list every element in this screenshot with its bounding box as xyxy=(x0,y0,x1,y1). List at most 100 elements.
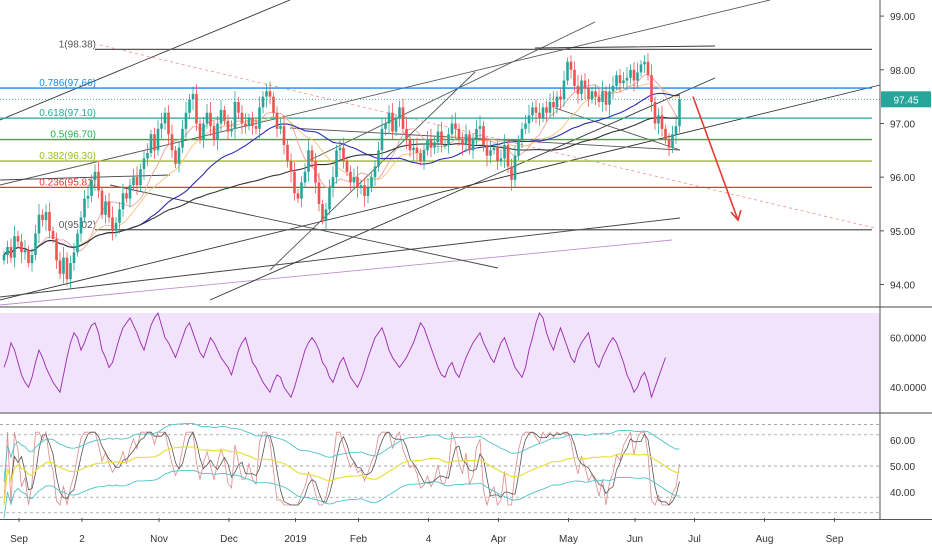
candle-body xyxy=(233,102,237,129)
candle-body xyxy=(440,131,443,145)
candle-body xyxy=(377,150,380,167)
candle-body xyxy=(237,102,240,113)
candle-body xyxy=(307,150,310,172)
candle-body xyxy=(527,115,531,124)
candle-body xyxy=(597,96,601,102)
candle-body xyxy=(646,61,650,76)
time-tick-label: Aug xyxy=(756,534,774,545)
candle-body xyxy=(461,139,464,145)
candle-body xyxy=(16,236,20,242)
candle-body xyxy=(293,171,296,194)
candle-body xyxy=(202,123,205,140)
candle-body xyxy=(328,187,331,210)
time-tick-label: Sep xyxy=(10,534,28,545)
candle-body xyxy=(13,236,16,258)
osc-line xyxy=(3,423,680,482)
time-tick-label: Sep xyxy=(826,534,844,545)
candle-body xyxy=(499,158,503,162)
candle-body xyxy=(331,177,335,188)
candle-body xyxy=(303,171,307,183)
time-tick-label: 4 xyxy=(426,534,432,545)
fib-level-label: 0.5(96.70) xyxy=(50,130,96,141)
candle-body xyxy=(338,147,342,151)
candle-body xyxy=(587,88,590,100)
rsi-pane: 60.0000 40.0000 xyxy=(0,311,927,412)
candle-body xyxy=(569,61,573,70)
candle-body xyxy=(272,96,275,113)
candle-body xyxy=(352,177,356,183)
time-axis: Sep 2 Nov Dec 2019 Feb 4 Apr May Jun Jul Aug Sep xyxy=(10,518,844,545)
candle-body xyxy=(391,112,394,132)
candle-body xyxy=(517,139,520,156)
candle-body xyxy=(664,128,667,140)
candle-body xyxy=(513,155,517,180)
candle-body xyxy=(538,112,541,119)
candle-body xyxy=(188,99,191,113)
candle-body xyxy=(657,115,660,124)
candle-body xyxy=(601,91,604,102)
candle-body xyxy=(209,112,212,127)
candle-body xyxy=(324,209,328,221)
candle-body xyxy=(450,123,454,135)
candle-body xyxy=(20,241,23,253)
candle-body xyxy=(618,75,622,84)
candle-body xyxy=(562,80,566,100)
candle-body xyxy=(65,257,69,280)
candle-body xyxy=(401,107,405,129)
candle-body xyxy=(167,112,170,135)
candle-body xyxy=(667,139,671,148)
candle-body xyxy=(342,147,345,162)
candle-body xyxy=(177,147,181,164)
candle-body xyxy=(69,263,72,280)
rsi-line xyxy=(3,311,666,399)
osc-line xyxy=(3,469,680,519)
osc-line xyxy=(3,431,680,506)
candle-body xyxy=(27,249,30,264)
candle-body xyxy=(174,150,177,164)
candle-body xyxy=(468,134,471,151)
time-tick-label: Jun xyxy=(627,534,643,545)
candle-body xyxy=(548,102,552,113)
projection-arrow xyxy=(692,96,739,221)
candle-body xyxy=(370,177,373,188)
candle-body xyxy=(415,147,419,153)
candle-body xyxy=(79,217,83,234)
candle-body xyxy=(412,147,415,151)
candle-body xyxy=(310,150,314,162)
candle-body xyxy=(48,212,51,231)
candle-body xyxy=(366,187,370,196)
candle-body xyxy=(156,128,160,151)
candle-body xyxy=(2,255,6,261)
candle-body xyxy=(580,80,583,94)
trend-line xyxy=(0,0,291,121)
candle-body xyxy=(121,193,125,210)
candle-body xyxy=(265,91,268,97)
candle-body xyxy=(398,107,401,119)
candle-body xyxy=(216,123,219,140)
candle-body xyxy=(454,123,457,129)
candle-body xyxy=(37,214,41,234)
time-tick-label: Feb xyxy=(350,534,368,545)
candle-body xyxy=(163,112,167,124)
trend-line xyxy=(0,0,771,186)
osc-tick-label: 40.00 xyxy=(890,488,915,499)
candle-body xyxy=(104,201,107,215)
time-tick-label: 2019 xyxy=(284,534,307,545)
rsi-band xyxy=(0,312,880,412)
candle-body xyxy=(576,85,580,94)
candle-body xyxy=(230,128,233,132)
candle-body xyxy=(114,222,118,231)
candle-body xyxy=(671,134,674,148)
candle-body xyxy=(345,161,349,172)
candle-body xyxy=(363,185,366,196)
candle-body xyxy=(149,134,153,153)
time-tick-label: Dec xyxy=(220,534,238,545)
candle-body xyxy=(674,126,678,135)
candle-body xyxy=(608,91,611,105)
candle-body xyxy=(170,134,174,151)
candle-body xyxy=(566,61,569,81)
candle-body xyxy=(643,61,646,65)
trend-line xyxy=(309,21,596,161)
candle-body xyxy=(555,96,559,108)
candle-body xyxy=(41,214,44,221)
